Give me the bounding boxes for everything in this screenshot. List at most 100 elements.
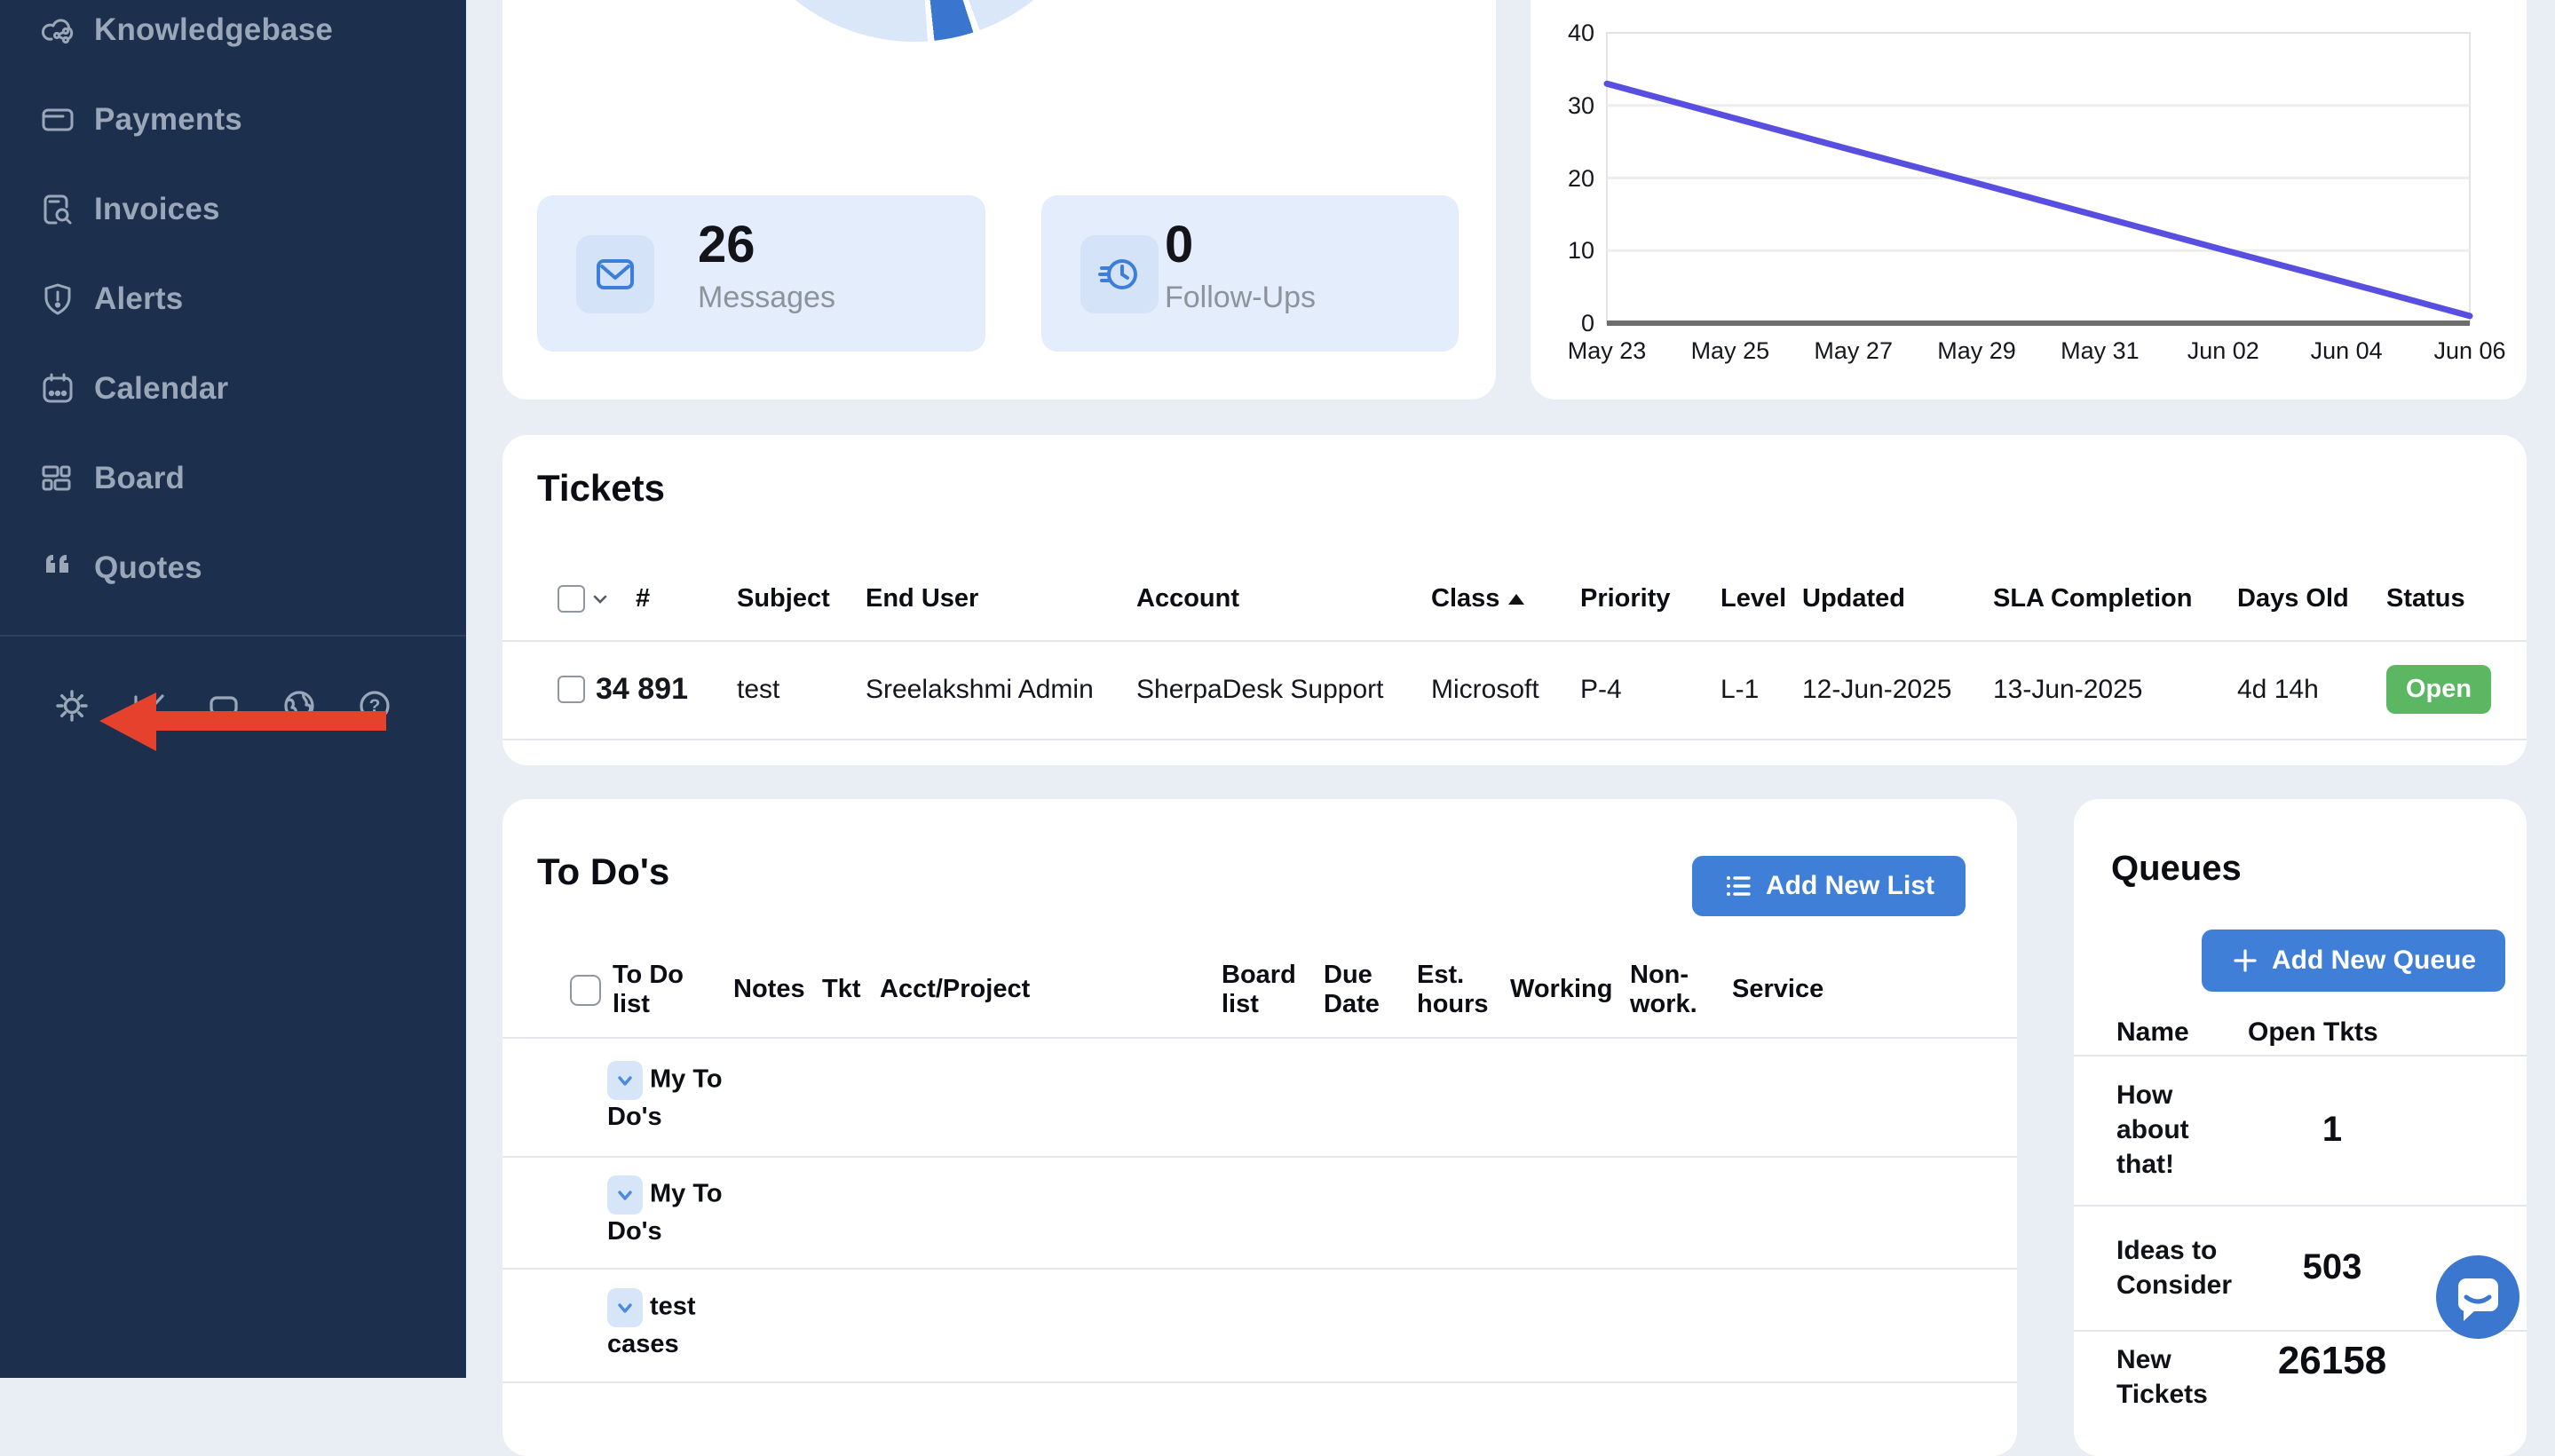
queue-open-count: 503 [2302, 1247, 2362, 1286]
globe-icon[interactable] [280, 686, 319, 725]
ticket-row[interactable]: 34 891 test Sreelakshmi Admin SherpaDesk… [502, 640, 2527, 740]
col-est-hours: Est. hours [1417, 960, 1489, 1018]
todos-select-all-checkbox[interactable] [570, 974, 601, 1006]
card-icon[interactable] [204, 686, 243, 725]
list-icon [1726, 876, 1751, 896]
y-axis-tick: 0 [1580, 310, 1594, 336]
todo-row[interactable]: My To Do's [502, 1156, 2017, 1270]
overview-card: 26 Messages 0 Follow-Ups [502, 0, 1496, 400]
queue-name[interactable]: Ideas to Consider [2116, 1235, 2233, 1300]
col-status[interactable]: Status [2386, 584, 2465, 613]
x-axis-tick: May 31 [2061, 337, 2140, 364]
col-end-user[interactable]: End User [866, 584, 979, 613]
col-number[interactable]: # [636, 584, 651, 613]
sidebar-item-knowledgebase[interactable]: Knowledgebase [39, 3, 333, 58]
col-class-label: Class [1431, 584, 1500, 613]
sidebar-item-quotes[interactable]: Quotes [39, 541, 202, 596]
tickets-card: Tickets # Subject End User Account Class… [502, 435, 2527, 765]
sidebar-item-board[interactable]: Board [39, 451, 185, 506]
col-sla[interactable]: SLA Completion [1993, 584, 2193, 613]
ticket-sla: 13-Jun-2025 [1993, 674, 2143, 704]
sort-ascending-icon [1508, 593, 1525, 605]
sidebar-item-alerts[interactable]: Alerts [39, 272, 183, 327]
expand-chevron-button[interactable] [607, 1288, 643, 1327]
status-badge[interactable]: Open [2386, 665, 2492, 714]
col-priority[interactable]: Priority [1580, 584, 1671, 613]
plus-icon [2234, 949, 2257, 972]
col-subject[interactable]: Subject [737, 584, 830, 613]
row-checkbox[interactable] [558, 676, 585, 703]
payments-icon [42, 108, 74, 131]
add-new-list-label: Add New List [1765, 871, 1934, 900]
sidebar-item-label: Calendar [94, 371, 229, 406]
board-icon [42, 465, 71, 491]
analytics-icon[interactable] [130, 686, 169, 725]
x-axis-tick: May 27 [1814, 337, 1893, 364]
select-all-checkbox[interactable] [558, 585, 585, 613]
sidebar-item-payments[interactable]: Payments [39, 92, 242, 147]
sidebar-item-invoices[interactable]: Invoices [39, 182, 220, 237]
col-updated[interactable]: Updated [1802, 584, 1905, 613]
todo-row[interactable]: My To Do's [502, 1039, 2017, 1158]
todo-list-name[interactable]: test cases [607, 1292, 696, 1358]
todo-row[interactable]: test cases [502, 1268, 2017, 1383]
queue-row[interactable]: How about that! 1 [2074, 1055, 2527, 1207]
add-new-list-button[interactable]: Add New List [1692, 856, 1966, 916]
add-new-queue-button[interactable]: Add New Queue [2202, 930, 2505, 992]
quotes-icon [46, 555, 68, 573]
sidebar-item-label: Quotes [94, 550, 202, 585]
ticket-number[interactable]: 34 891 [596, 672, 688, 706]
queues-header-divider [2074, 1055, 2527, 1056]
tickets-header-row: # Subject End User Account Class Priorit… [502, 558, 2527, 642]
sidebar-divider [0, 635, 466, 637]
ticket-days-old: 4d 14h [2237, 674, 2319, 704]
x-axis-tick: May 25 [1690, 337, 1770, 364]
sidebar-item-label: Invoices [94, 192, 220, 226]
x-axis-tick: Jun 06 [2433, 337, 2506, 364]
queues-card: Queues Add New Queue Name Open Tkts How … [2074, 799, 2527, 1456]
sidebar-item-calendar[interactable]: Calendar [39, 361, 228, 416]
todo-list-name[interactable]: My To Do's [607, 1179, 723, 1246]
ticket-updated: 12-Jun-2025 [1802, 674, 1952, 704]
ticket-account: SherpaDesk Support [1136, 674, 1384, 704]
pie-chart [724, 0, 1105, 42]
ticket-level: L-1 [1720, 674, 1760, 704]
followups-stat-tile: 0 Follow-Ups [1041, 195, 1459, 352]
ticket-priority: P-4 [1580, 674, 1622, 704]
queue-row[interactable]: New Tickets 26158 [2074, 1330, 2527, 1456]
col-account[interactable]: Account [1136, 584, 1239, 613]
add-new-queue-label: Add New Queue [2271, 946, 2477, 975]
col-board-list: Board list [1222, 960, 1296, 1018]
queues-col-open: Open Tkts [2248, 1017, 2378, 1047]
help-icon[interactable]: ? [355, 686, 394, 725]
col-service: Service [1732, 975, 1824, 1004]
clock-icon [1080, 235, 1159, 313]
chat-launcher-button[interactable] [2436, 1255, 2519, 1339]
line-chart [1603, 32, 2473, 326]
x-axis-tick: May 23 [1567, 337, 1647, 364]
col-acct-project: Acct/Project [880, 975, 1031, 1004]
todos-title: To Do's [537, 851, 670, 892]
tickets-title: Tickets [537, 467, 665, 509]
expand-chevron-button[interactable] [607, 1175, 643, 1215]
todo-list-name[interactable]: My To Do's [607, 1064, 723, 1131]
chevron-down-icon[interactable] [590, 592, 610, 606]
queue-name[interactable]: How about that! [2116, 1080, 2189, 1179]
sidebar-item-label: Board [94, 461, 186, 495]
col-notes: Notes [733, 975, 805, 1004]
todos-card: To Do's Add New List To Do list Notes Tk… [502, 799, 2017, 1456]
y-axis-tick: 10 [1567, 237, 1594, 265]
ticket-subject[interactable]: test [737, 674, 780, 704]
col-days-old[interactable]: Days Old [2237, 584, 2349, 613]
col-level[interactable]: Level [1720, 584, 1787, 613]
queue-name[interactable]: New Tickets [2116, 1345, 2208, 1409]
ticket-end-user: Sreelakshmi Admin [866, 674, 1094, 704]
queue-row[interactable]: Ideas to Consider 503 [2074, 1205, 2527, 1332]
expand-chevron-button[interactable] [607, 1061, 643, 1100]
x-axis-tick: May 29 [1937, 337, 2016, 364]
col-class-sorted[interactable]: Class [1431, 558, 1525, 640]
invoices-icon [44, 194, 72, 225]
messages-stat-tile: 26 Messages [537, 195, 985, 352]
queue-open-count: 1 [2322, 1110, 2343, 1149]
settings-icon[interactable] [52, 686, 91, 725]
